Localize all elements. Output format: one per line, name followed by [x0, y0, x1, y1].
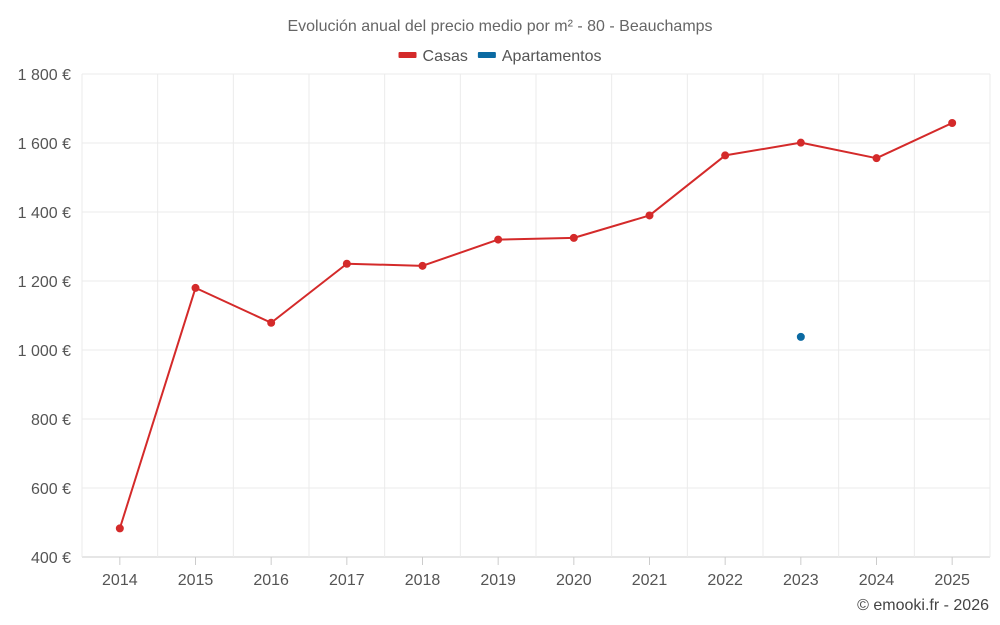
- data-point-casas[interactable]: [494, 235, 503, 244]
- y-axis: 400 € 600 € 800 € 1 000 € 1 200 € 1 400 € 1 60…: [18, 67, 71, 567]
- x-tick-label: 2016: [253, 572, 289, 589]
- series: [115, 118, 957, 533]
- x-tick-label: 2023: [783, 572, 819, 589]
- x-tick-label: 2021: [632, 572, 668, 589]
- grid: [81, 73, 991, 565]
- x-tick-label: 2022: [707, 572, 743, 589]
- y-tick-label: 1 600 €: [18, 136, 71, 153]
- chart-title: Evolución anual del precio medio por m² …: [287, 18, 712, 35]
- legend: Casas Apartamentos: [398, 48, 602, 65]
- data-point-apartamentos[interactable]: [796, 332, 805, 341]
- y-tick-label: 800 €: [31, 412, 71, 429]
- y-tick-label: 1 000 €: [18, 343, 71, 360]
- x-tick-label: 2017: [329, 572, 365, 589]
- x-tick-label: 2024: [859, 572, 895, 589]
- legend-swatch: [477, 52, 496, 58]
- y-tick-label: 1 800 €: [18, 67, 71, 84]
- data-point-casas[interactable]: [342, 259, 351, 268]
- x-tick-label: 2020: [556, 572, 592, 589]
- x-tick-label: 2019: [480, 572, 516, 589]
- data-point-casas[interactable]: [948, 118, 957, 127]
- data-point-casas[interactable]: [191, 283, 200, 292]
- legend-item-apartamentos[interactable]: Apartamentos: [477, 48, 602, 65]
- y-tick-label: 400 €: [31, 550, 71, 567]
- credit-text: © emooki.fr - 2026: [857, 597, 989, 614]
- legend-swatch: [398, 52, 417, 58]
- y-tick-label: 600 €: [31, 481, 71, 498]
- legend-item-casas[interactable]: Casas: [398, 48, 468, 65]
- x-tick-label: 2014: [102, 572, 138, 589]
- x-tick-label: 2015: [178, 572, 214, 589]
- x-axis: 2014 2015 2016 2017 2018 2019 2020 2021 2022 2023…: [102, 572, 970, 589]
- legend-label: Apartamentos: [502, 48, 602, 65]
- series-line-casas: [118, 122, 953, 529]
- legend-label: Casas: [423, 48, 468, 65]
- data-point-casas[interactable]: [645, 211, 654, 220]
- data-point-casas[interactable]: [872, 154, 881, 163]
- data-point-casas[interactable]: [115, 524, 124, 533]
- y-tick-label: 1 400 €: [18, 205, 71, 222]
- data-point-casas[interactable]: [569, 233, 578, 242]
- x-tick-label: 2018: [405, 572, 441, 589]
- data-point-casas[interactable]: [721, 151, 730, 160]
- data-point-casas[interactable]: [418, 261, 427, 270]
- x-tick-label: 2025: [934, 572, 970, 589]
- data-point-casas[interactable]: [796, 138, 805, 147]
- y-tick-label: 1 200 €: [18, 274, 71, 291]
- data-point-casas[interactable]: [267, 318, 276, 327]
